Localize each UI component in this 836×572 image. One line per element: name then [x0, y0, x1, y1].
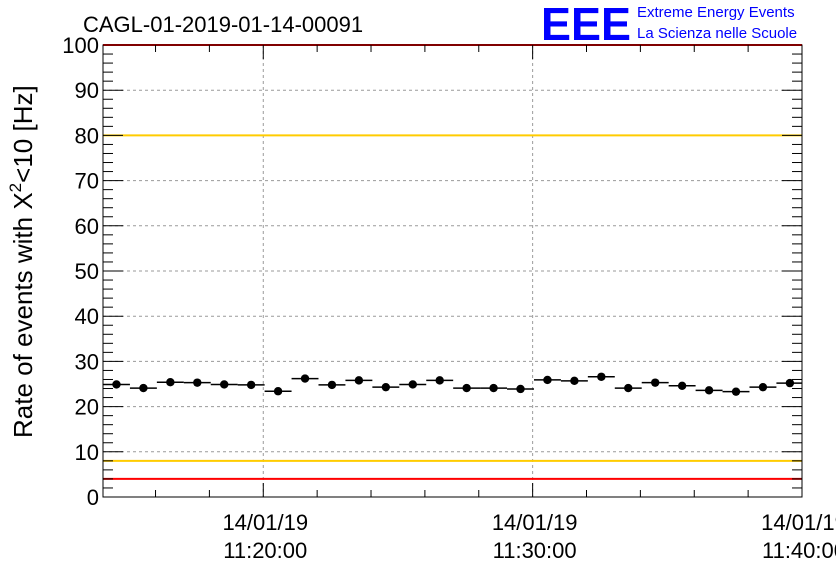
y-tick-label: 80: [75, 123, 99, 148]
data-point: [677, 381, 687, 391]
eee-logo: EEE Extreme Energy Events La Scienza nel…: [541, 0, 797, 50]
data-point: [758, 382, 768, 392]
y-tick-label: 70: [75, 169, 99, 194]
data-point: [220, 380, 229, 389]
data-point: [597, 372, 606, 381]
data-point: [327, 380, 337, 390]
y-axis-title: Rate of events with X2<10 [Hz]: [6, 85, 38, 438]
eee-logo-line2: La Scienza nelle Scuole: [637, 25, 797, 42]
y-tick-label: 20: [75, 395, 99, 420]
data-point: [273, 387, 283, 396]
y-tick-label: 90: [75, 78, 99, 103]
y-tick-labels: 0 10 20 30 40 50 60 70 80 90 100: [62, 33, 99, 510]
data-point: [193, 378, 202, 387]
y-tick-label: 40: [75, 304, 99, 329]
x-tick-date: 14/01/19: [761, 510, 836, 535]
data-point: [112, 380, 121, 389]
y-tick-label: 10: [75, 440, 99, 465]
data-point: [246, 380, 256, 390]
data-point: [516, 384, 525, 394]
x-tick-date: 14/01/19: [222, 510, 308, 535]
data-points: [103, 372, 802, 396]
x-tick-time: 11:40:00: [762, 538, 836, 563]
y-axis-title-superscript: 2: [6, 183, 25, 192]
y-tick-label: 30: [75, 349, 99, 374]
y-axis-title-tail: <10 [Hz]: [8, 85, 38, 183]
y-axis-title-main: Rate of events with X: [8, 192, 38, 438]
data-point: [435, 376, 444, 385]
x-tick-date: 14/01/19: [492, 510, 578, 535]
data-point: [139, 383, 148, 393]
y-tick-label: 50: [75, 259, 99, 284]
eee-logo-line1: Extreme Energy Events: [637, 4, 795, 21]
data-point: [408, 380, 417, 389]
data-point: [300, 374, 310, 383]
data-point: [731, 387, 741, 396]
data-point: [785, 378, 795, 388]
data-point: [624, 383, 633, 393]
y-tick-label: 0: [87, 485, 99, 510]
data-point: [570, 376, 579, 386]
data-point: [704, 386, 714, 395]
data-point: [462, 383, 471, 393]
eee-logo-mark: EEE: [541, 0, 631, 50]
y-tick-label: 100: [62, 33, 99, 58]
axis-ticks: [103, 44, 803, 498]
x-tick-labels: 14/01/19 11:20:00 14/01/19 11:30:00 14/01/19…: [222, 510, 836, 563]
data-point: [381, 382, 391, 392]
data-point: [489, 383, 498, 393]
data-point: [166, 377, 175, 387]
x-tick-time: 11:20:00: [223, 538, 307, 563]
data-point: [650, 378, 660, 387]
y-tick-label: 60: [75, 214, 99, 239]
reference-lines: [103, 44, 802, 480]
chart-title: CAGL-01-2019-01-14-00091: [83, 12, 363, 37]
data-point: [543, 375, 552, 385]
x-tick-time: 11:30:00: [493, 538, 577, 563]
data-point: [354, 376, 364, 385]
grid-layer: [103, 45, 802, 497]
